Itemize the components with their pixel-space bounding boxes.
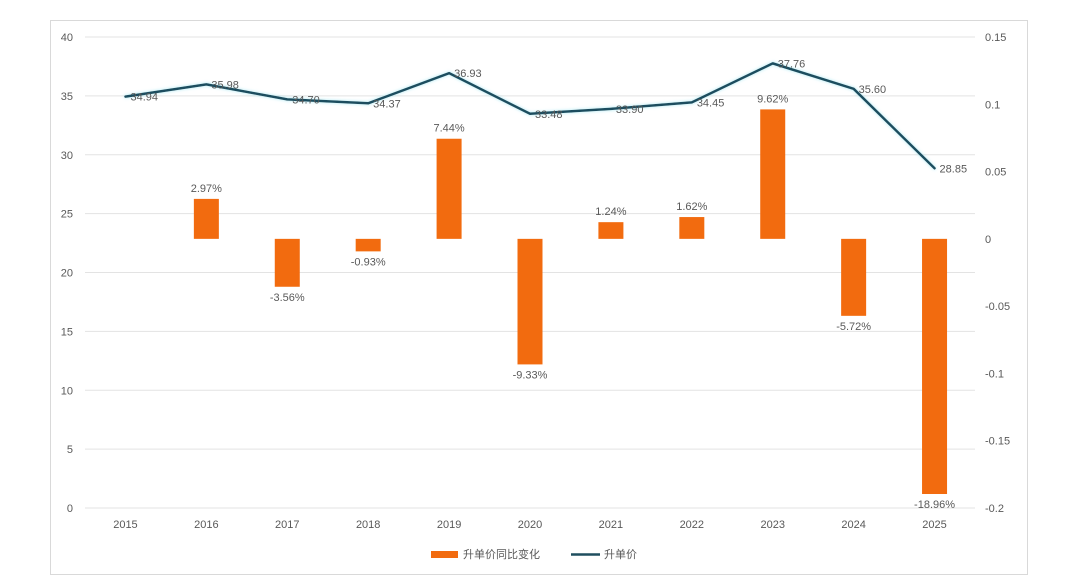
right-tick-label: 0.15 [985, 32, 1006, 44]
bar-data-label: -0.93% [351, 256, 386, 268]
bar [598, 222, 624, 239]
legend-label-line: 升单价 [604, 548, 637, 561]
x-tick-label: 2021 [599, 519, 623, 531]
bar [193, 198, 219, 239]
bar-data-label: -9.33% [513, 369, 548, 381]
left-tick-label: 10 [61, 385, 73, 397]
left-tick-label: 20 [61, 268, 73, 280]
bar [841, 238, 867, 316]
bar [274, 238, 300, 287]
left-tick-label: 5 [67, 444, 73, 456]
x-tick-label: 2015 [113, 519, 137, 531]
right-tick-label: -0.1 [985, 368, 1004, 380]
left-tick-label: 15 [61, 326, 73, 338]
x-tick-label: 2022 [680, 519, 704, 531]
line-data-label: 35.60 [859, 84, 887, 96]
bar-data-label: 1.62% [676, 201, 707, 213]
x-tick-label: 2018 [356, 519, 380, 531]
line-data-label: 34.70 [292, 94, 320, 106]
gridlines [85, 36, 975, 509]
bar-data-label: -18.96% [914, 499, 955, 511]
line-data-label: 28.85 [940, 163, 968, 175]
bar [679, 217, 705, 239]
legend-swatch-bar [431, 551, 458, 558]
x-tick-label: 2019 [437, 519, 461, 531]
x-axis: 2015 2016 2017 2018 2019 2020 2021 2022 2023 2024… [113, 519, 947, 531]
line-data-label: 34.94 [130, 92, 158, 104]
legend-label-bar: 升单价同比变化 [463, 547, 540, 561]
bar-data-label: 1.24% [595, 206, 626, 218]
line-data-label: 33.90 [616, 104, 644, 116]
line-series [124, 62, 936, 170]
x-tick-label: 2017 [275, 519, 299, 531]
bar-data-label: 2.97% [191, 183, 222, 195]
right-tick-label: -0.15 [985, 436, 1010, 448]
line-data-label: 37.76 [778, 58, 806, 70]
left-tick-label: 30 [61, 150, 73, 162]
left-tick-label: 40 [61, 32, 73, 44]
bar [760, 109, 786, 239]
left-tick-label: 25 [61, 209, 73, 221]
right-tick-label: 0.1 [985, 99, 1000, 111]
x-tick-label: 2023 [760, 519, 784, 531]
right-tick-label: 0 [985, 234, 991, 246]
line-data-label: 33.48 [535, 109, 563, 121]
x-tick-label: 2020 [518, 519, 542, 531]
line-data-labels: 34.94 35.98 34.70 34.37 36.93 33.48 33.90 34.45… [130, 58, 967, 175]
x-tick-label: 2024 [841, 519, 865, 531]
line-data-label: 34.45 [697, 97, 725, 109]
legend: 升单价同比变化 升单价 [431, 547, 637, 561]
right-tick-label: -0.05 [985, 301, 1010, 313]
right-y-axis: -0.2 -0.15 -0.1 -0.05 0 0.05 0.1 0.15 [985, 32, 1010, 515]
right-tick-label: -0.2 [985, 503, 1004, 515]
line-data-label: 35.98 [211, 79, 239, 91]
left-tick-label: 35 [61, 91, 73, 103]
price-line [124, 62, 936, 170]
bar-data-label: 9.62% [757, 93, 788, 105]
line-data-label: 36.93 [454, 68, 482, 80]
left-tick-label: 0 [67, 503, 73, 515]
right-tick-label: 0.05 [985, 167, 1006, 179]
x-tick-label: 2016 [194, 519, 218, 531]
bar [922, 238, 948, 495]
bar [355, 238, 381, 252]
bar-data-labels: 2.97% -3.56% -0.93% 7.44% -9.33% 1.24% 1.62% 9.… [191, 93, 955, 511]
bar-data-label: 7.44% [433, 123, 464, 135]
bar-data-label: -5.72% [836, 321, 871, 333]
bar-series [193, 109, 948, 495]
left-y-axis: 0 5 10 15 20 25 30 35 40 [61, 32, 73, 515]
x-tick-label: 2025 [922, 519, 946, 531]
line-data-label: 34.37 [373, 98, 401, 110]
bar [436, 138, 462, 239]
bar [517, 238, 543, 365]
bar-data-label: -3.56% [270, 292, 305, 304]
